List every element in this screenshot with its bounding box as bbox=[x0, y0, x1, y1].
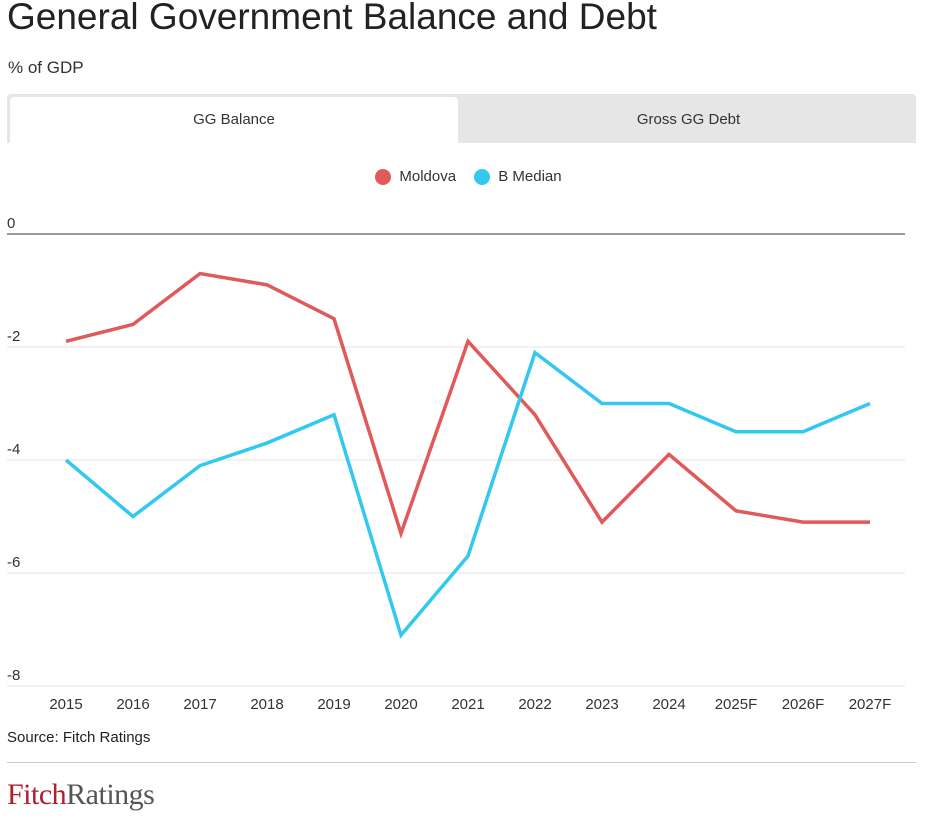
x-tick-label: 2025F bbox=[715, 696, 758, 713]
tab-gross-gg-debt[interactable]: Gross GG Debt bbox=[636, 111, 741, 128]
y-tick-label: 0 bbox=[7, 215, 15, 232]
line-chart: 0 -2 -4 -6 -8 2015 2016 2017 2018 2019 2020 2021 202… bbox=[7, 215, 905, 713]
chart-title: General Government Balance and Debt bbox=[7, 0, 657, 37]
x-tick-label: 2020 bbox=[384, 696, 417, 713]
x-tick-label: 2019 bbox=[317, 696, 350, 713]
legend-dot-moldova bbox=[375, 168, 392, 185]
x-tick-label: 2024 bbox=[652, 696, 685, 713]
x-tick-label: 2017 bbox=[183, 696, 216, 713]
legend-item-moldova[interactable]: Moldova bbox=[375, 168, 456, 185]
legend-label-moldova: Moldova bbox=[399, 168, 457, 185]
x-tick-label: 2015 bbox=[49, 696, 82, 713]
chart-subtitle: % of GDP bbox=[8, 58, 84, 77]
fitch-ratings-logo: FitchRatings bbox=[7, 778, 155, 812]
footer-divider bbox=[7, 762, 916, 763]
source-note: Source: Fitch Ratings bbox=[7, 729, 151, 746]
x-tick-label: 2023 bbox=[585, 696, 618, 713]
legend-label-b-median: B Median bbox=[498, 168, 562, 185]
y-tick-label: -6 bbox=[7, 554, 20, 571]
logo-ratings: Ratings bbox=[66, 778, 155, 811]
legend: Moldova B Median bbox=[0, 168, 937, 189]
y-tick-label: -2 bbox=[7, 328, 20, 345]
legend-item-b-median[interactable]: B Median bbox=[474, 168, 562, 185]
x-tick-label: 2027F bbox=[849, 696, 892, 713]
y-tick-label: -4 bbox=[7, 441, 20, 458]
x-tick-label: 2018 bbox=[250, 696, 283, 713]
series-line-b-median bbox=[64, 349, 871, 639]
logo-fitch: Fitch bbox=[7, 778, 67, 811]
series-line-moldova bbox=[65, 271, 870, 540]
y-tick-label: -8 bbox=[7, 667, 20, 684]
x-tick-label: 2016 bbox=[116, 696, 149, 713]
legend-dot-b-median bbox=[474, 168, 491, 185]
tab-gg-balance[interactable]: GG Balance bbox=[10, 97, 458, 143]
x-tick-label: 2021 bbox=[451, 696, 484, 713]
x-tick-label: 2022 bbox=[518, 696, 551, 713]
x-tick-label: 2026F bbox=[782, 696, 825, 713]
tab-bar: GG Balance Gross GG Debt bbox=[7, 94, 916, 143]
